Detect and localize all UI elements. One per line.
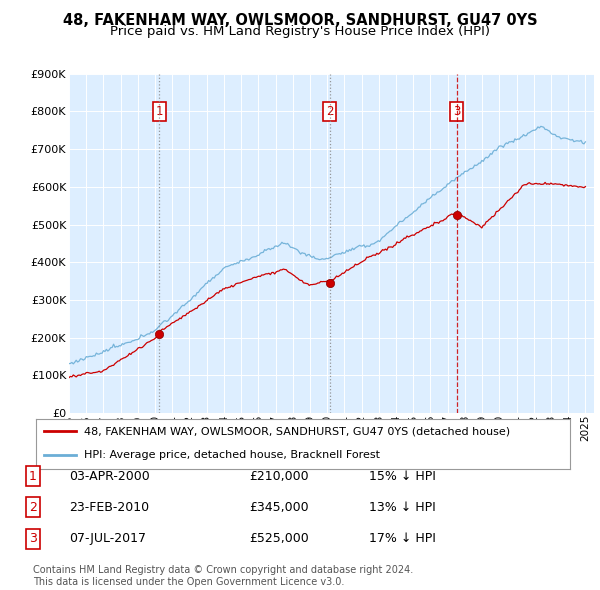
Text: HPI: Average price, detached house, Bracknell Forest: HPI: Average price, detached house, Brac… (84, 450, 380, 460)
Text: 17% ↓ HPI: 17% ↓ HPI (369, 532, 436, 545)
Text: 03-APR-2000: 03-APR-2000 (69, 470, 150, 483)
Text: 1: 1 (155, 105, 163, 118)
Text: £525,000: £525,000 (249, 532, 309, 545)
Text: 2: 2 (29, 501, 37, 514)
Text: £345,000: £345,000 (249, 501, 308, 514)
Text: 48, FAKENHAM WAY, OWLSMOOR, SANDHURST, GU47 0YS: 48, FAKENHAM WAY, OWLSMOOR, SANDHURST, G… (62, 13, 538, 28)
Text: 3: 3 (453, 105, 460, 118)
Text: 2: 2 (326, 105, 334, 118)
Text: £210,000: £210,000 (249, 470, 308, 483)
Text: 48, FAKENHAM WAY, OWLSMOOR, SANDHURST, GU47 0YS (detached house): 48, FAKENHAM WAY, OWLSMOOR, SANDHURST, G… (84, 427, 510, 437)
Text: 13% ↓ HPI: 13% ↓ HPI (369, 501, 436, 514)
Text: 15% ↓ HPI: 15% ↓ HPI (369, 470, 436, 483)
Text: 23-FEB-2010: 23-FEB-2010 (69, 501, 149, 514)
Text: 3: 3 (29, 532, 37, 545)
Text: 07-JUL-2017: 07-JUL-2017 (69, 532, 146, 545)
Text: Price paid vs. HM Land Registry's House Price Index (HPI): Price paid vs. HM Land Registry's House … (110, 25, 490, 38)
Text: 1: 1 (29, 470, 37, 483)
Text: Contains HM Land Registry data © Crown copyright and database right 2024.
This d: Contains HM Land Registry data © Crown c… (33, 565, 413, 587)
